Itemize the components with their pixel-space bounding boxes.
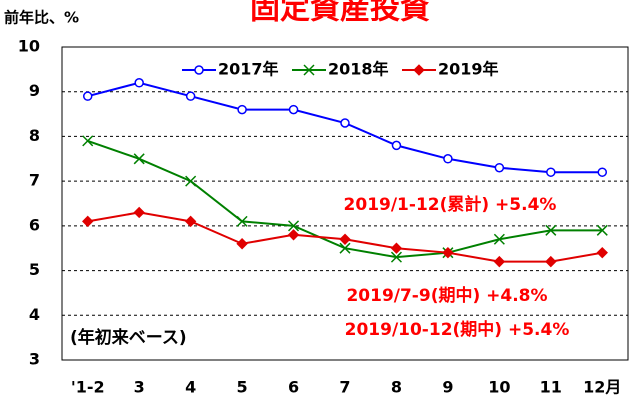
y-tick-label: 9: [29, 81, 40, 100]
y-tick-label: 3: [29, 350, 40, 369]
marker: [442, 246, 454, 259]
x-tick-label: 12月: [583, 378, 621, 397]
legend-label: 2017年: [218, 60, 279, 79]
marker: [596, 246, 608, 259]
annotation: (年初来ベース): [70, 327, 187, 348]
marker: [597, 167, 608, 177]
annotation: 2019/7-9(期中) +4.8%: [346, 285, 547, 306]
marker: [339, 233, 351, 245]
x-tick-label: 4: [185, 378, 196, 397]
x-tick-label: 7: [339, 378, 350, 397]
marker: [237, 104, 247, 115]
marker: [184, 215, 197, 228]
x-tick-label: 5: [237, 378, 248, 397]
marker: [185, 91, 196, 101]
x-tick-label: 9: [442, 378, 453, 397]
annotation: 2019/10-12(期中) +5.4%: [345, 319, 570, 340]
marker: [340, 118, 350, 128]
marker: [303, 64, 315, 76]
x-tick-label: 10: [488, 378, 510, 397]
marker: [236, 215, 248, 227]
legend-label: 2018年: [328, 60, 389, 79]
x-tick-label: 3: [134, 378, 145, 397]
x-tick-label: '1-2: [71, 378, 105, 397]
marker: [134, 78, 144, 88]
marker: [545, 224, 557, 236]
marker: [391, 140, 402, 151]
chart-title: 固定資産投資: [250, 0, 430, 27]
marker: [82, 135, 94, 147]
x-tick-label: 11: [540, 378, 562, 397]
marker: [133, 153, 145, 165]
x-tick-label: 8: [391, 378, 402, 397]
marker: [545, 255, 557, 268]
legend-label: 2019年: [438, 60, 499, 79]
annotation: 2019/1-12(累計) +5.4%: [344, 194, 557, 215]
marker: [185, 175, 197, 187]
marker: [596, 224, 608, 236]
marker: [194, 65, 204, 75]
y-tick-label: 6: [29, 215, 40, 234]
marker: [82, 91, 93, 101]
x-tick-label: 6: [288, 378, 299, 397]
y-tick-label: 10: [18, 37, 40, 56]
marker: [413, 64, 425, 76]
y-axis-label: 前年比、%: [4, 9, 79, 27]
marker: [494, 162, 505, 173]
y-tick-label: 8: [29, 126, 40, 145]
marker: [82, 215, 94, 228]
marker: [493, 255, 506, 268]
marker: [287, 229, 300, 241]
marker: [339, 242, 351, 254]
marker: [236, 238, 248, 250]
marker: [133, 206, 145, 219]
marker: [390, 251, 402, 263]
marker: [546, 167, 556, 177]
y-tick-label: 7: [29, 171, 40, 190]
marker: [288, 104, 299, 115]
marker: [390, 242, 403, 254]
y-tick-label: 4: [29, 305, 40, 324]
y-tick-label: 5: [29, 260, 40, 279]
marker: [443, 154, 453, 164]
marker: [288, 220, 300, 232]
marker: [493, 233, 505, 245]
